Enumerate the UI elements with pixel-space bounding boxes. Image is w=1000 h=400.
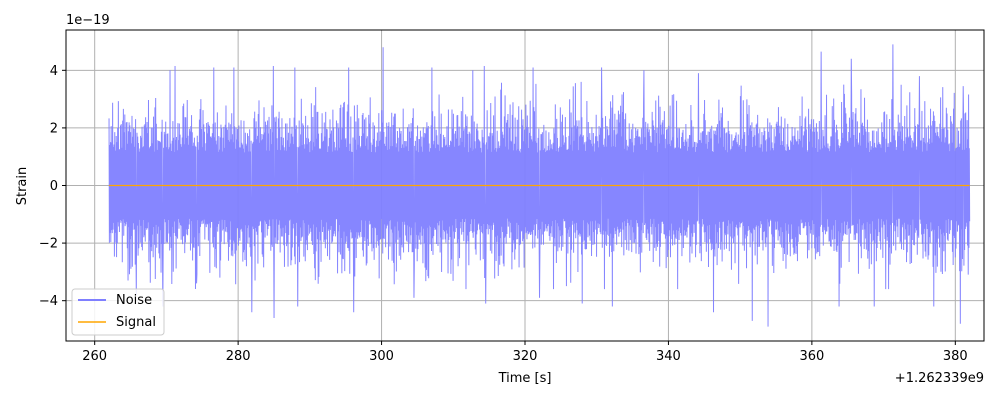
y-tick-label: −4: [39, 294, 58, 309]
x-axis-label: Time [s]: [498, 371, 552, 386]
y-axis-ticks: −4 −2 0 2 4: [39, 64, 66, 309]
noise-series-line: [108, 44, 971, 327]
y-tick-label: −2: [39, 237, 58, 252]
y-axis-label: Strain: [15, 167, 30, 206]
plot-series: [108, 44, 971, 327]
y-tick-label: 4: [50, 64, 58, 79]
legend-noise-label: Noise: [116, 293, 152, 308]
y-tick-label: 0: [50, 179, 58, 194]
x-tick-label: 360: [799, 349, 824, 364]
x-axis-ticks: 260 280 300 320 340 360 380: [82, 341, 968, 364]
x-tick-label: 260: [82, 349, 107, 364]
y-tick-label: 2: [50, 121, 58, 136]
x-tick-label: 320: [513, 349, 538, 364]
legend: Noise Signal: [71, 288, 165, 336]
x-tick-label: 340: [656, 349, 681, 364]
y-scale-label: 1e−19: [66, 13, 110, 28]
x-tick-label: 300: [369, 349, 394, 364]
x-offset-label: +1.262339e9: [895, 371, 984, 386]
x-tick-label: 380: [943, 349, 968, 364]
legend-signal-label: Signal: [116, 315, 156, 330]
x-tick-label: 280: [226, 349, 251, 364]
